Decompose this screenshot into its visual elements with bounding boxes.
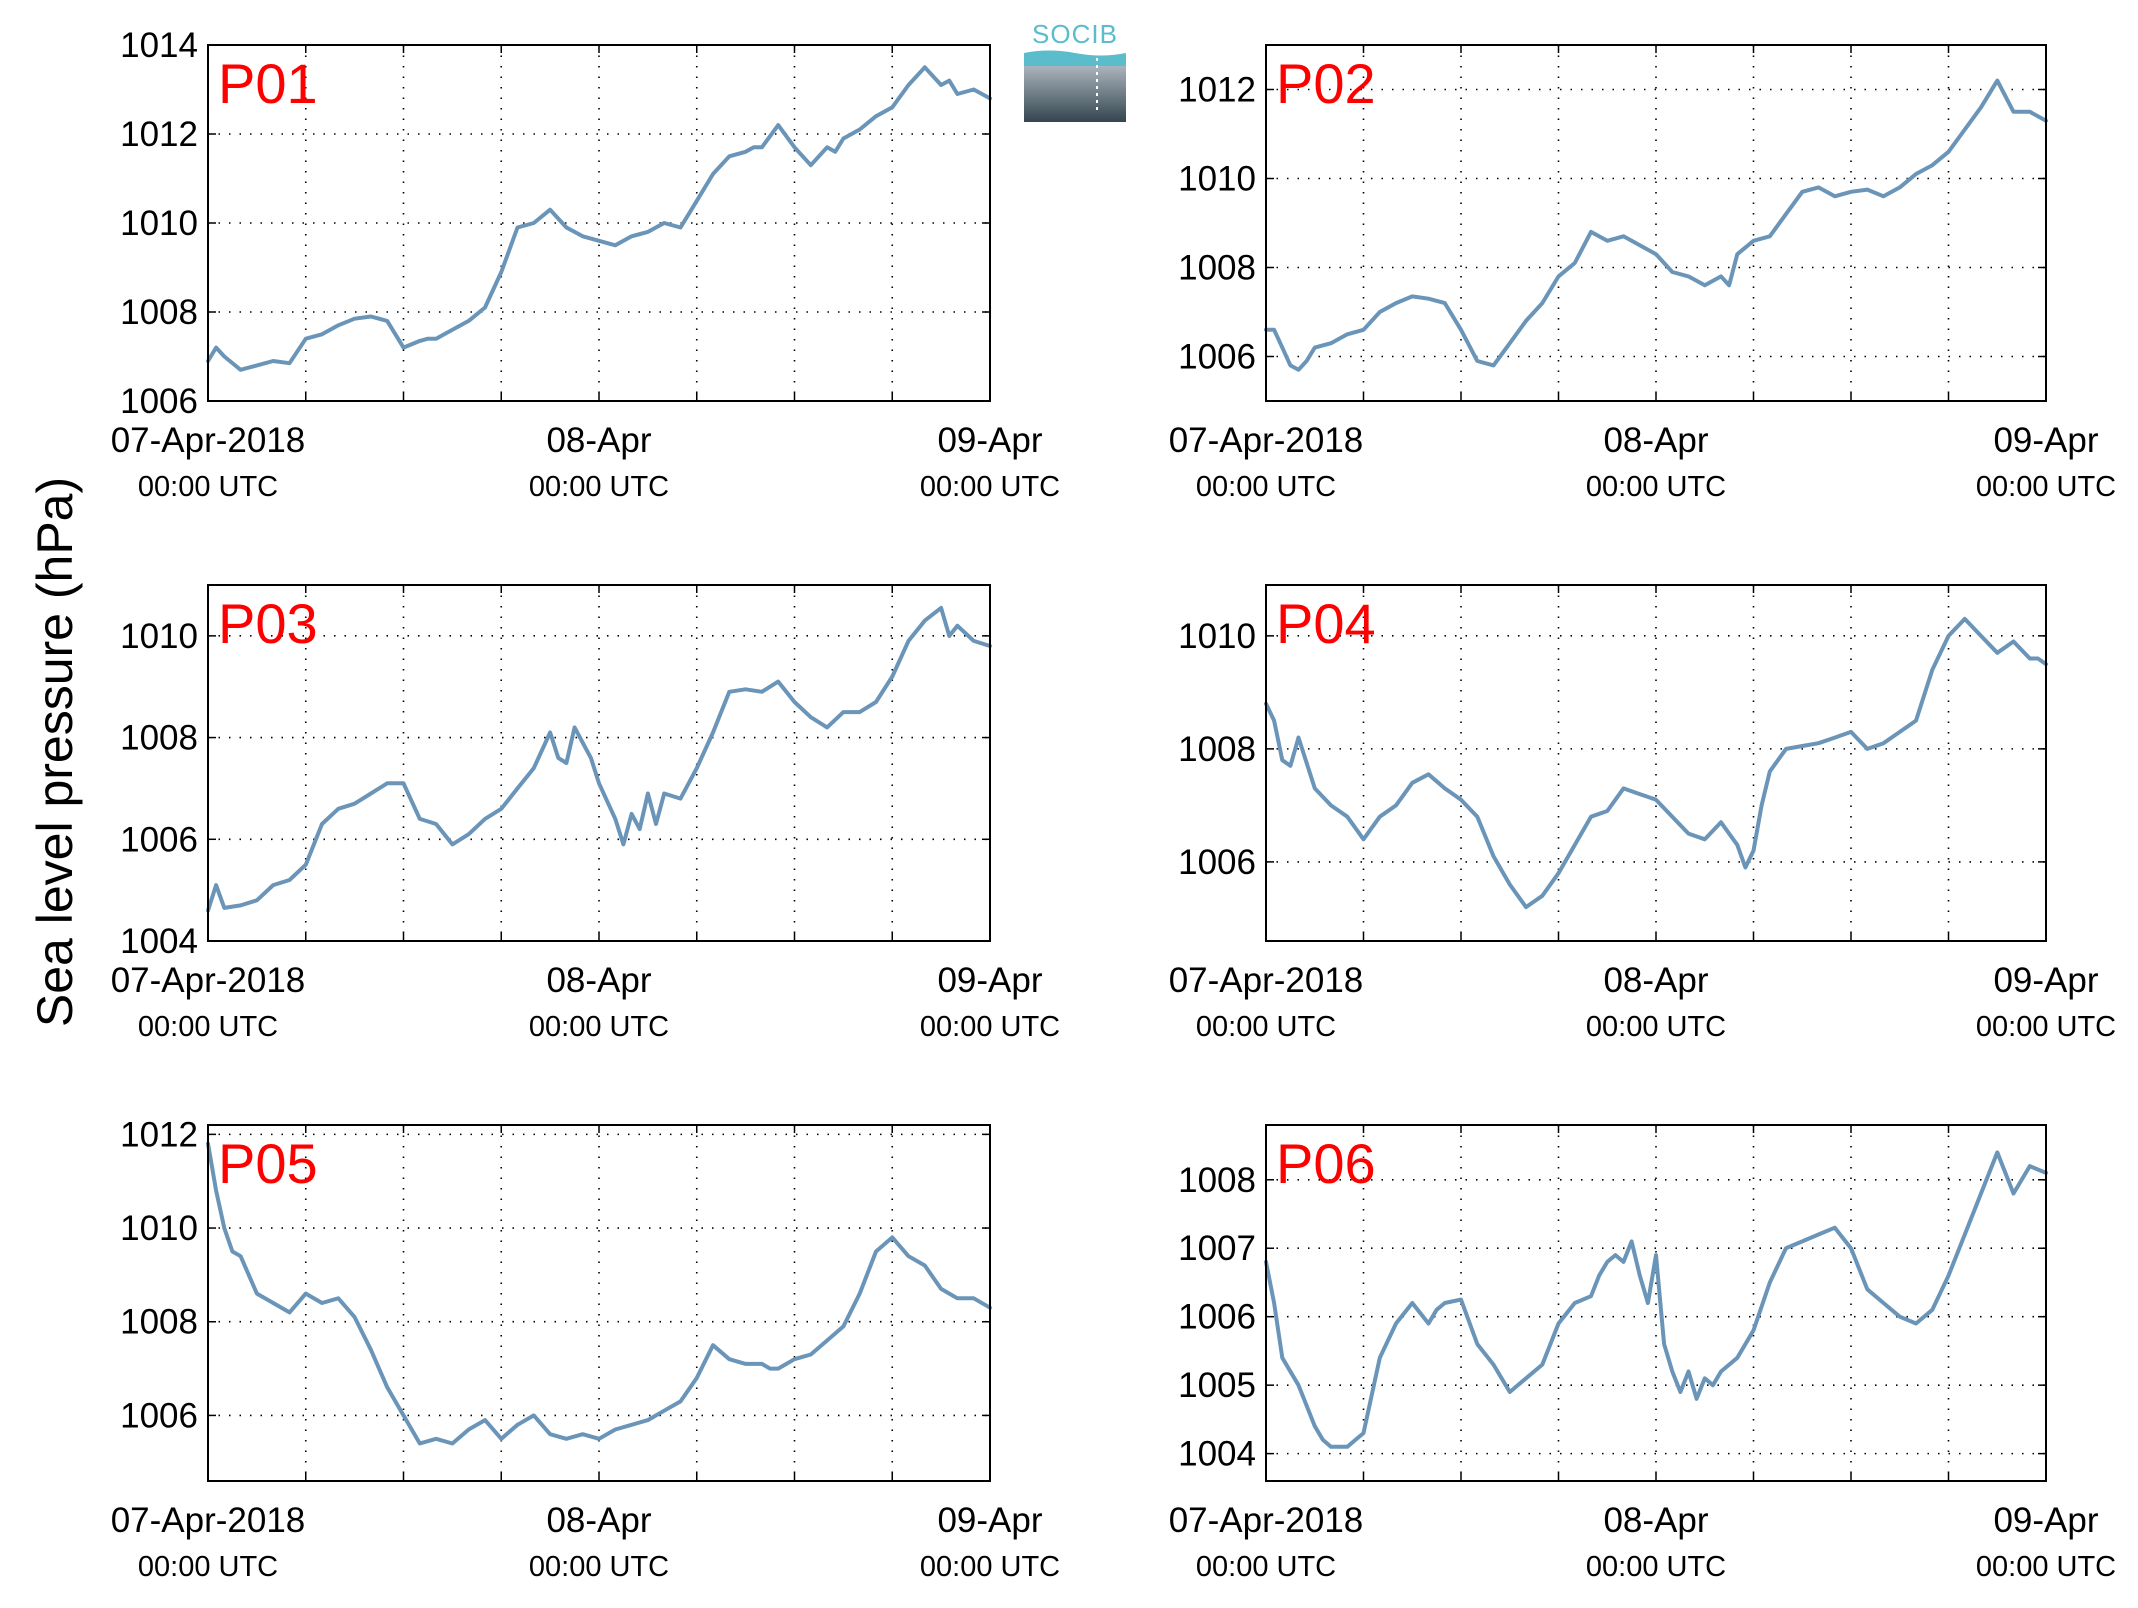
x-tick-label: 08-Apr [1603,961,1708,1000]
x-tick-sublabel: 00:00 UTC [529,1551,669,1583]
x-tick-label: 07-Apr-2018 [111,421,306,460]
y-tick-label: 1006 [120,820,198,859]
x-tick-label: 07-Apr-2018 [1169,421,1364,460]
x-tick-label: 07-Apr-2018 [111,1501,306,1540]
panel-label-p03: P03 [218,592,318,655]
y-tick-label: 1008 [120,719,198,758]
x-tick-label: 09-Apr [937,961,1042,1000]
x-tick-sublabel: 00:00 UTC [920,471,1060,503]
logo-block [1024,66,1126,122]
chart-p01: 1006 1008 1010 1012 1014 07-Apr-2018 00:00 UTC… [111,26,1060,503]
y-tick-label: 1006 [1178,843,1256,882]
socib-logo: SOCIB [1024,19,1126,122]
x-tick-sublabel: 00:00 UTC [1976,1551,2116,1583]
y-tick-label: 1010 [120,204,198,243]
x-tick-sublabel: 00:00 UTC [1586,471,1726,503]
x-tick-label: 08-Apr [546,1501,651,1540]
x-tick-label: 09-Apr [1993,421,2098,460]
chart-p05: 1006 1008 1010 1012 07-Apr-2018 00:00 UTC 08-A… [111,1115,1060,1583]
panel-label-p05: P05 [218,1132,318,1195]
x-tick-sublabel: 00:00 UTC [138,471,278,503]
chart-p04: 1006 1008 1010 07-Apr-2018 00:00 UTC 08-Apr 00… [1169,584,2116,1043]
y-tick-label: 1005 [1178,1366,1256,1405]
x-tick-sublabel: 00:00 UTC [529,471,669,503]
series-line-p06 [1264,1150,2048,1449]
x-tick-sublabel: 00:00 UTC [138,1551,278,1583]
y-tick-label: 1010 [1178,160,1256,199]
panel-label-p02: P02 [1276,52,1376,115]
x-tick-sublabel: 00:00 UTC [1586,1011,1726,1043]
x-tick-label: 09-Apr [1993,961,2098,1000]
panel-label-p06: P06 [1276,1132,1376,1195]
y-tick-label: 1004 [1178,1435,1256,1474]
axes-frame [1265,1124,2047,1482]
x-tick-sublabel: 00:00 UTC [138,1011,278,1043]
y-tick-label: 1006 [1178,338,1256,377]
y-tick-label: 1008 [1178,249,1256,288]
x-tick-sublabel: 00:00 UTC [920,1011,1060,1043]
y-tick-label: 1004 [120,922,198,961]
x-tick-label: 08-Apr [1603,1501,1708,1540]
y-tick-label: 1006 [120,1396,198,1435]
x-tick-sublabel: 00:00 UTC [1196,1011,1336,1043]
series-line-p02 [1264,78,2048,372]
y-tick-label: 1012 [1178,71,1256,110]
x-tick-label: 08-Apr [1603,421,1708,460]
series-line-p05 [206,1141,992,1446]
x-tick-label: 07-Apr-2018 [1169,1501,1364,1540]
y-tick-label: 1012 [120,1115,198,1154]
x-tick-sublabel: 00:00 UTC [1196,1551,1336,1583]
x-tick-sublabel: 00:00 UTC [1976,471,2116,503]
x-tick-label: 08-Apr [546,961,651,1000]
chart-p06: 1004 1005 1006 1007 1008 07-Apr-2018 00:00 UTC… [1169,1124,2116,1583]
y-tick-label: 1012 [120,115,198,154]
x-tick-sublabel: 00:00 UTC [1976,1011,2116,1043]
y-tick-label: 1008 [1178,1161,1256,1200]
chart-p02: 1006 1008 1010 1012 07-Apr-2018 00:00 UTC 08-A… [1169,44,2116,503]
logo-text: SOCIB [1032,19,1118,49]
logo-wave [1024,50,1126,68]
x-tick-label: 09-Apr [937,1501,1042,1540]
axes-frame [1265,584,2047,942]
chart-p03: 1004 1006 1008 1010 07-Apr-2018 00:00 UTC 08-A… [111,584,1060,1043]
axes-frame [1265,44,2047,402]
axes-frame [207,44,991,402]
y-tick-label: 1006 [1178,1298,1256,1337]
axes-frame [207,1124,991,1482]
y-tick-label: 1014 [120,26,198,65]
y-tick-label: 1007 [1178,1229,1256,1268]
y-axis-label: Sea level pressure (hPa) [27,477,83,1027]
x-tick-sublabel: 00:00 UTC [1196,471,1336,503]
y-tick-label: 1008 [120,293,198,332]
x-tick-sublabel: 00:00 UTC [920,1551,1060,1583]
panel-label-p04: P04 [1276,592,1376,655]
panel-label-p01: P01 [218,52,318,115]
series-line-p01 [206,65,992,372]
y-tick-label: 1010 [120,617,198,656]
y-tick-label: 1008 [1178,730,1256,769]
x-tick-label: 07-Apr-2018 [111,961,306,1000]
x-tick-sublabel: 00:00 UTC [1586,1551,1726,1583]
y-tick-label: 1010 [120,1209,198,1248]
y-tick-label: 1010 [1178,617,1256,656]
x-tick-label: 07-Apr-2018 [1169,961,1364,1000]
y-tick-label: 1006 [120,382,198,421]
axes-frame [207,584,991,942]
x-tick-sublabel: 00:00 UTC [529,1011,669,1043]
y-tick-label: 1008 [120,1303,198,1342]
series-line-p04 [1264,616,2048,910]
x-tick-label: 08-Apr [546,421,651,460]
x-tick-label: 09-Apr [1993,1501,2098,1540]
series-line-p03 [206,605,992,913]
x-tick-label: 09-Apr [937,421,1042,460]
